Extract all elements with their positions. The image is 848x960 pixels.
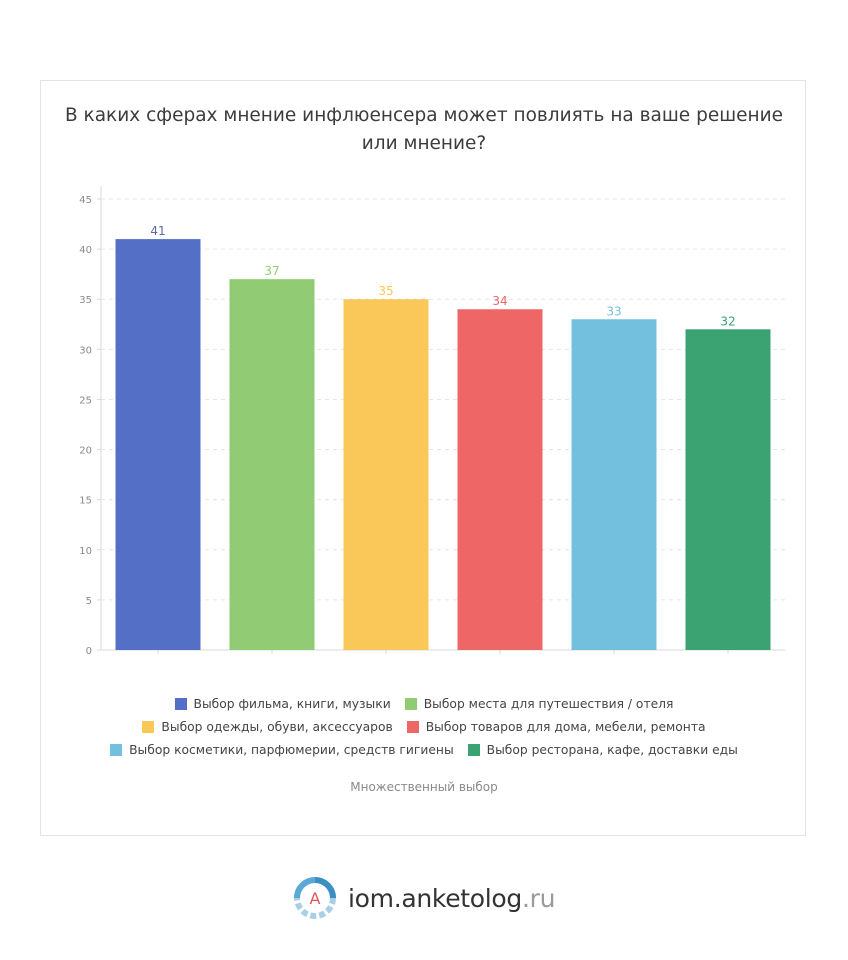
y-tick-label: 25 xyxy=(79,395,92,406)
bar-value-label: 37 xyxy=(264,264,279,278)
legend-swatch xyxy=(174,697,187,710)
legend-label: Выбор ресторана, кафе, доставки еды xyxy=(486,742,738,757)
legend-item[interactable]: Выбор места для путешествия / отеля xyxy=(404,696,674,711)
brand-logo[interactable]: A iom.anketolog.ru xyxy=(292,876,555,920)
legend-label: Выбор места для путешествия / отеля xyxy=(423,696,674,711)
y-tick-label: 40 xyxy=(79,245,92,256)
legend-label: Выбор товаров для дома, мебели, ремонта xyxy=(425,719,706,734)
legend-row: Выбор одежды, обуви, аксессуаров Выбор то… xyxy=(60,715,788,738)
legend-swatch xyxy=(406,720,419,733)
legend-row: Выбор косметики, парфюмерии, средств гиг… xyxy=(60,738,788,761)
legend-item[interactable]: Выбор фильма, книги, музыки xyxy=(174,696,391,711)
y-tick-label: 5 xyxy=(86,596,92,607)
legend-item[interactable]: Выбор косметики, парфюмерии, средств гиг… xyxy=(110,743,454,757)
y-tick-label: 0 xyxy=(86,646,92,657)
bar xyxy=(571,319,657,650)
brand-tld: .ru xyxy=(521,883,556,913)
legend-label: Выбор фильма, книги, музыки xyxy=(193,696,391,711)
legend-swatch xyxy=(467,743,480,756)
brand-name: iom.anketolog xyxy=(348,883,522,913)
bar xyxy=(343,299,429,650)
bar-value-label: 33 xyxy=(606,304,621,318)
legend-label: Выбор косметики, парфюмерии, средств гиг… xyxy=(129,742,454,757)
bar xyxy=(457,309,543,650)
bar xyxy=(115,239,201,651)
bar-chart: 0 5 10 15 20 25 30 35 40 45 41 37 35 34 33 32 xyxy=(79,186,785,657)
legend-item[interactable]: Выбор ресторана, кафе, доставки еды xyxy=(467,742,738,757)
legend-swatch xyxy=(404,697,417,710)
bar-value-label: 41 xyxy=(150,224,165,238)
bar-value-label: 35 xyxy=(378,284,393,298)
footnote: Множественный выбор xyxy=(350,780,498,794)
y-tick-label: 35 xyxy=(79,295,92,306)
chart-legend: Выбор фильма, книги, музыки Выбор места д… xyxy=(60,692,788,761)
legend-item[interactable]: Выбор товаров для дома, мебели, ремонта xyxy=(406,719,706,734)
legend-row: Выбор фильма, книги, музыки Выбор места д… xyxy=(60,692,788,715)
legend-swatch xyxy=(110,743,123,756)
legend-label: Выбор одежды, обуви, аксессуаров xyxy=(161,719,393,734)
y-tick-label: 10 xyxy=(79,546,92,557)
svg-text:A: A xyxy=(310,889,321,908)
y-tick-label: 45 xyxy=(79,195,92,206)
bar xyxy=(685,329,771,650)
chart-title: В каких сферах мнение инфлюенсера может … xyxy=(0,102,848,158)
legend-swatch xyxy=(142,720,155,733)
y-tick-label: 30 xyxy=(79,345,92,356)
y-tick-label: 15 xyxy=(79,496,92,507)
legend-item[interactable]: Выбор одежды, обуви, аксессуаров xyxy=(142,719,393,734)
bar-value-label: 34 xyxy=(492,294,507,308)
anketolog-logo-icon: A xyxy=(294,877,336,919)
y-tick-label: 20 xyxy=(79,446,92,457)
chart-title-line-2: или мнение? xyxy=(361,133,487,154)
bar xyxy=(229,279,315,650)
chart-title-line-1: В каких сферах мнение инфлюенсера может … xyxy=(64,105,784,126)
bar-value-label: 32 xyxy=(720,314,735,328)
